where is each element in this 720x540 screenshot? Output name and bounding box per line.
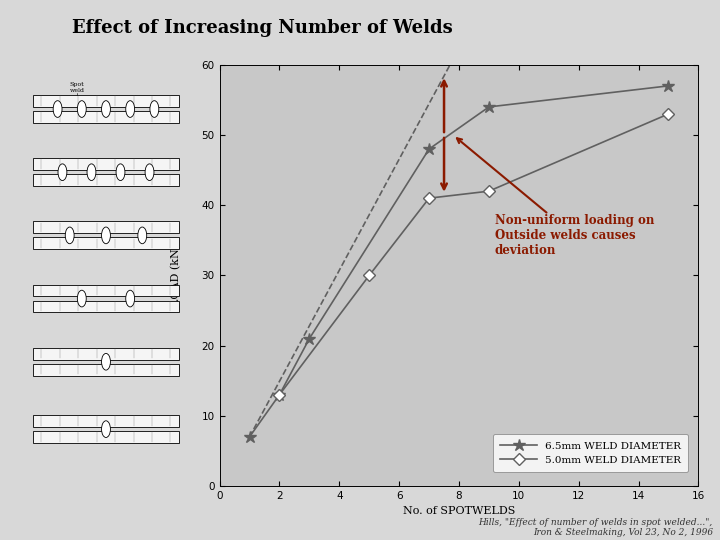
Bar: [33, 221, 179, 233]
Ellipse shape: [102, 100, 110, 117]
5.0mm WELD DIAMETER: [485, 188, 493, 194]
Bar: [33, 158, 179, 170]
Ellipse shape: [126, 290, 135, 307]
Ellipse shape: [150, 100, 159, 117]
5.0mm WELD DIAMETER: [365, 272, 374, 279]
Bar: [33, 364, 179, 376]
6.5mm WELD DIAMETER: [664, 83, 672, 89]
6.5mm WELD DIAMETER: [275, 392, 284, 398]
Legend: 6.5mm WELD DIAMETER, 5.0mm WELD DIAMETER: 6.5mm WELD DIAMETER, 5.0mm WELD DIAMETER: [493, 434, 688, 472]
Ellipse shape: [126, 100, 135, 117]
Text: Effect of Increasing Number of Welds: Effect of Increasing Number of Welds: [72, 19, 453, 37]
Bar: [33, 111, 179, 123]
Ellipse shape: [116, 164, 125, 180]
Bar: [33, 431, 179, 443]
Y-axis label: LOAD (kN): LOAD (kN): [171, 244, 181, 307]
Bar: [33, 95, 179, 107]
Line: 5.0mm WELD DIAMETER: 5.0mm WELD DIAMETER: [275, 110, 672, 399]
6.5mm WELD DIAMETER: [485, 104, 493, 110]
Text: Hills, "Effect of number of welds in spot welded...",
Iron & Steelmaking, Vol 23: Hills, "Effect of number of welds in spo…: [479, 518, 713, 537]
Line: 6.5mm WELD DIAMETER: 6.5mm WELD DIAMETER: [243, 79, 675, 443]
Ellipse shape: [138, 227, 147, 244]
Bar: [33, 285, 179, 296]
Bar: [33, 174, 179, 186]
Ellipse shape: [102, 421, 110, 437]
Ellipse shape: [102, 353, 110, 370]
6.5mm WELD DIAMETER: [425, 146, 433, 152]
Bar: [33, 348, 179, 360]
Ellipse shape: [77, 290, 86, 307]
Bar: [33, 238, 179, 249]
Ellipse shape: [102, 227, 110, 244]
Bar: [33, 301, 179, 313]
Text: Non-uniform loading on
Outside welds causes
deviation: Non-uniform loading on Outside welds cau…: [457, 138, 654, 258]
Ellipse shape: [66, 227, 74, 244]
Ellipse shape: [58, 164, 67, 180]
Ellipse shape: [53, 100, 62, 117]
6.5mm WELD DIAMETER: [305, 335, 314, 342]
6.5mm WELD DIAMETER: [246, 434, 254, 440]
5.0mm WELD DIAMETER: [275, 392, 284, 398]
Text: Spot
weld: Spot weld: [69, 82, 84, 93]
5.0mm WELD DIAMETER: [425, 195, 433, 201]
Ellipse shape: [145, 164, 154, 180]
Ellipse shape: [77, 100, 86, 117]
Bar: [33, 415, 179, 427]
X-axis label: No. of SPOTWELDS: No. of SPOTWELDS: [402, 507, 516, 516]
5.0mm WELD DIAMETER: [664, 111, 672, 117]
Ellipse shape: [87, 164, 96, 180]
